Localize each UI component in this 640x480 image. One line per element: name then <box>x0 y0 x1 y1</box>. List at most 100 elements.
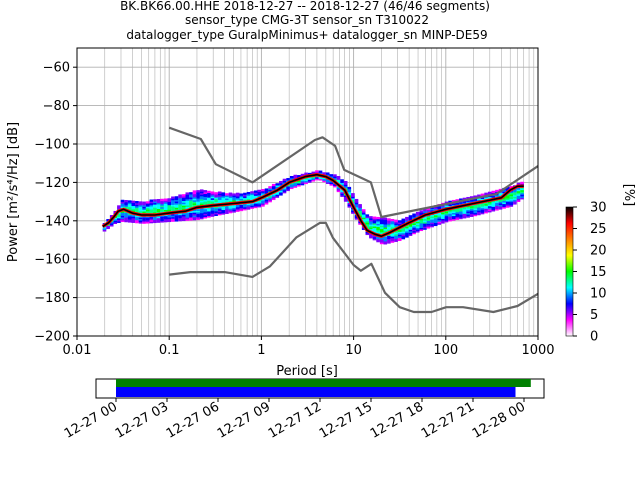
density-cell <box>376 224 380 227</box>
density-cell <box>264 189 269 193</box>
density-cell <box>138 207 143 210</box>
density-cell <box>239 208 244 212</box>
density-cell <box>394 239 398 242</box>
density-cell <box>487 200 492 204</box>
density-cell <box>138 216 143 220</box>
density-cell <box>174 205 179 208</box>
density-cell <box>448 200 452 203</box>
density-cell <box>455 209 460 213</box>
density-cell <box>221 200 226 203</box>
density-cell <box>203 193 208 196</box>
density-cell <box>318 172 323 175</box>
density-cell <box>275 186 280 189</box>
density-cell <box>275 183 280 186</box>
density-cell <box>138 209 143 212</box>
density-cell <box>250 203 254 206</box>
density-cell <box>282 186 287 189</box>
density-cell <box>372 225 377 229</box>
density-cell <box>207 199 211 203</box>
density-cell <box>135 217 139 221</box>
density-cell <box>498 204 503 207</box>
density-cell <box>498 193 503 196</box>
density-cell <box>426 223 431 226</box>
density-cell <box>160 198 164 202</box>
x-tick-label: 0.01 <box>63 343 92 358</box>
density-cell <box>153 210 157 213</box>
density-cell <box>516 188 521 192</box>
plot-frame <box>76 47 539 337</box>
density-cell <box>516 198 521 201</box>
density-cell <box>145 219 150 223</box>
density-cell <box>408 227 413 230</box>
density-cell <box>423 222 427 226</box>
density-cell <box>383 222 388 225</box>
x-tick-label: 1 <box>257 343 265 358</box>
density-cell <box>397 229 402 232</box>
density-cell <box>253 205 258 209</box>
density-cell <box>502 204 506 208</box>
density-cell <box>408 225 413 229</box>
density-cell <box>117 212 121 216</box>
density-cell <box>336 188 341 191</box>
density-cell <box>361 215 366 218</box>
density-cell <box>210 212 215 216</box>
density-cell <box>149 210 154 213</box>
density-cell <box>405 224 409 227</box>
density-cell <box>448 216 452 219</box>
density-cell <box>387 239 391 243</box>
density-cell <box>423 224 427 227</box>
density-cell <box>232 198 236 201</box>
density-cell <box>131 220 136 223</box>
density-cell <box>174 217 179 221</box>
density-cell <box>293 182 298 185</box>
density-cell <box>484 206 488 209</box>
density-cell <box>228 206 233 209</box>
density-cell <box>477 211 481 214</box>
density-cell <box>153 205 157 208</box>
density-cell <box>271 187 276 190</box>
density-cell <box>462 213 467 216</box>
density-cell <box>480 198 485 201</box>
density-cell <box>459 216 463 220</box>
density-cell <box>289 185 294 188</box>
density-cell <box>379 228 384 231</box>
density-cell <box>307 172 312 176</box>
density-cell <box>289 177 294 180</box>
density-cell <box>243 208 247 211</box>
density-cell <box>217 196 222 199</box>
density-cell <box>221 210 226 214</box>
density-cell <box>405 230 409 234</box>
density-cell <box>466 201 470 204</box>
density-cell <box>135 205 139 208</box>
density-cell <box>455 211 460 214</box>
density-cell <box>505 205 510 208</box>
density-cell <box>430 223 434 226</box>
density-cell <box>477 203 481 207</box>
density-cell <box>142 218 146 221</box>
density-cell <box>113 217 118 220</box>
density-cell <box>261 192 265 195</box>
density-cell <box>246 207 251 210</box>
density-cell <box>124 206 128 209</box>
density-cell <box>181 204 186 208</box>
density-cell <box>239 198 244 201</box>
density-cell <box>387 218 391 221</box>
density-cell <box>279 182 283 185</box>
density-cell <box>498 199 503 202</box>
density-cell <box>318 178 323 181</box>
density-cell <box>469 199 474 202</box>
density-cell <box>181 201 186 205</box>
density-cell <box>459 210 463 214</box>
density-cell <box>243 206 247 209</box>
density-cell <box>376 236 380 240</box>
density-cell <box>192 199 197 202</box>
density-cell <box>469 214 474 217</box>
density-cell <box>120 199 125 203</box>
density-cell <box>390 240 395 243</box>
density-cell <box>444 201 449 204</box>
density-cell <box>401 235 406 238</box>
density-cell <box>257 203 262 206</box>
colorbar: 0 5 10 15 20 25 30 [%] <box>565 184 636 345</box>
density-cell <box>505 200 510 204</box>
density-cell <box>135 220 139 224</box>
